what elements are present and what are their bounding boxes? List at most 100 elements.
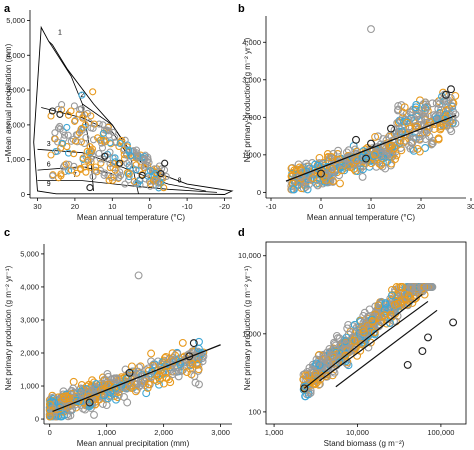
panel-a-biome-boundary — [37, 180, 218, 193]
panel-a-data-point — [132, 166, 140, 174]
panel-c-y-tick-label: 0 — [35, 415, 39, 424]
panel-b-data-point — [377, 160, 386, 169]
panel-b-x-tick-label: 10 — [367, 202, 375, 211]
panel-a-data-point — [96, 166, 105, 174]
panel-d-data-point — [380, 311, 389, 320]
panel-a-y-tick-label: 1,000 — [6, 155, 25, 164]
panel-b-npp-vs-temperature: -10 0 10 20 30 0 1,000 2,000 3,000 4,000 — [242, 16, 474, 211]
panel-b-y-tick-label: 2,000 — [242, 113, 261, 122]
panel-a-data-point — [81, 121, 89, 129]
panel-a-y-tick-label: 4,000 — [6, 51, 25, 60]
panel-a-data-point — [77, 105, 85, 113]
panel-b-data-point — [336, 179, 344, 188]
panel-b-data-point — [435, 100, 444, 109]
panel-b-x-tick-label: -10 — [266, 202, 277, 211]
panel-a-data-point — [87, 147, 95, 155]
panel-a-data-point — [71, 117, 79, 125]
panel-a-data-point — [98, 144, 107, 152]
panel-a-data-point — [100, 171, 108, 179]
panel-b-data-point — [288, 179, 297, 188]
panel-a-data-point — [64, 131, 72, 139]
panel-b-data-point — [329, 177, 337, 185]
panel-d-x-tick-label: 100,000 — [427, 428, 454, 437]
panel-b-data-point — [359, 162, 368, 170]
panel-a-data-point — [132, 161, 140, 169]
panel-c-data-point — [147, 349, 156, 358]
panel-b-data-point — [303, 185, 312, 194]
panel-d-data-point — [406, 283, 415, 291]
panel-c-data-point — [117, 373, 126, 382]
panel-c-data-point — [162, 373, 171, 382]
panel-b-data-point — [421, 103, 429, 112]
panel-a-data-point — [151, 170, 160, 178]
panel-b-y-tick-label: 4,000 — [242, 38, 261, 47]
panel-b-x-tick-label: 0 — [319, 202, 323, 211]
panel-c-data-point — [152, 371, 161, 380]
panel-b-data-point — [367, 139, 375, 148]
panel-d-data-point — [315, 364, 324, 373]
panel-a-data-point — [47, 112, 55, 120]
panel-a-data-point — [98, 139, 106, 147]
panel-c-data-point — [104, 380, 113, 389]
panel-b-data-point — [398, 108, 407, 117]
panel-a-data-point — [51, 129, 59, 137]
panel-c-data-point — [134, 271, 143, 280]
panel-a-data-point — [78, 91, 86, 99]
panel-a-data-point — [111, 133, 119, 141]
panel-a-data-point — [138, 171, 146, 179]
panel-a-data-point — [160, 184, 168, 192]
panel-a-data-point — [141, 155, 149, 163]
panel-d-x-tick-label: 10,000 — [346, 428, 369, 437]
panel-c-ylabel: Net primary production (g m⁻² yr⁻¹) — [4, 265, 13, 390]
panel-c-xlabel: Mean annual precipitation (mm) — [77, 439, 190, 448]
panel-a-data-point — [56, 110, 64, 118]
panel-a-data-point — [52, 148, 60, 156]
panel-c-data-point — [114, 390, 123, 399]
panel-d-data-point — [306, 389, 315, 397]
panel-c-data-point — [45, 412, 54, 421]
panel-a-data-point — [89, 88, 97, 96]
panel-a-data-point — [116, 159, 124, 167]
panel-a-data-point — [62, 160, 70, 168]
panel-d-y-tick-label: 1,000 — [242, 329, 261, 338]
panel-a-x-tick-label: 0 — [148, 202, 152, 211]
panel-a-data-point — [125, 158, 133, 166]
panel-b-data-point — [359, 165, 367, 174]
panel-a-y-tick-label: 3,000 — [6, 86, 25, 95]
panel-b-data-point — [302, 167, 311, 176]
panel-d-data-point — [417, 283, 426, 291]
panel-a-data-point — [161, 166, 169, 174]
panel-a-data-point — [79, 114, 87, 122]
panel-a-data-point — [95, 120, 103, 128]
panel-a-ylabel: Mean annual precipitation (mm) — [4, 43, 13, 156]
panel-b-data-point — [377, 148, 386, 157]
panel-d-data-point — [408, 299, 417, 307]
panel-b-data-point — [371, 150, 380, 159]
panel-d-ylabel: Net primary production (g m⁻² yr⁻¹) — [243, 265, 252, 390]
panel-b-xlabel: Mean annual temperature (°C) — [307, 213, 415, 222]
panel-b-data-point — [350, 164, 358, 173]
panel-d-data-point — [388, 291, 396, 300]
panel-b-data-point — [415, 132, 424, 141]
panel-b-data-point — [347, 160, 356, 169]
panel-d-data-point — [323, 348, 332, 357]
panel-b-data-point — [442, 90, 450, 99]
panel-c-y-tick-label: 1,000 — [20, 382, 39, 391]
panel-a-data-point — [153, 179, 161, 187]
panel-d-data-point — [315, 355, 324, 364]
panel-c-data-point — [182, 368, 191, 377]
panel-c-x-tick-label: 2,000 — [154, 428, 173, 437]
panel-a-y-tick-label: 2,000 — [6, 120, 25, 129]
panel-b-data-point — [434, 135, 443, 144]
panel-b-data-point — [400, 103, 409, 112]
panel-d-data-point — [398, 283, 407, 291]
panel-d-data-point — [393, 312, 402, 320]
panel-a-biome-label: 9 — [47, 181, 51, 188]
panel-b-data-point — [421, 98, 430, 107]
panel-c-data-point — [120, 393, 128, 401]
panel-a-data-point — [116, 139, 124, 148]
panel-a-data-point — [123, 159, 131, 168]
panel-a-data-point — [89, 172, 97, 181]
panel-d-data-point — [423, 283, 432, 291]
